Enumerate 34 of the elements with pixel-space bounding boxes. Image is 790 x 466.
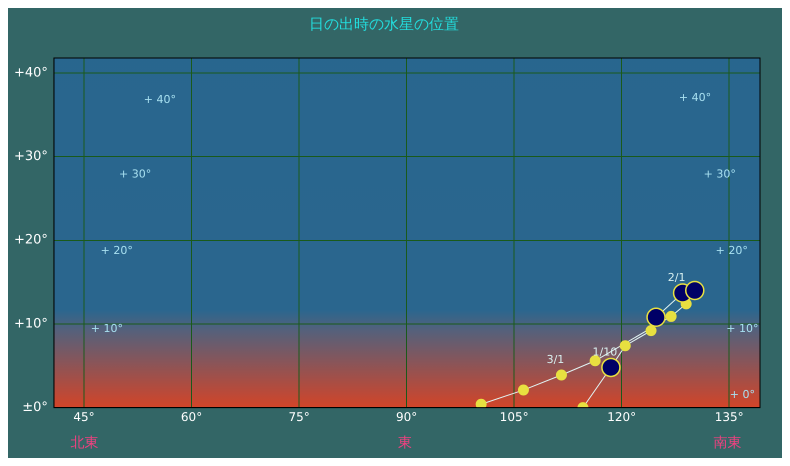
y-tick-label: ±0° — [22, 400, 48, 415]
annotation: 3/1 — [546, 352, 564, 366]
chart-title: 日の出時の水星の位置 — [309, 14, 459, 33]
x-tick-label: 135° — [714, 410, 744, 424]
annotation: + 20° — [100, 244, 133, 258]
point — [518, 384, 529, 396]
y-tick-label: +40° — [14, 65, 48, 80]
y-tick-label: +20° — [14, 232, 48, 248]
annotation: + 40° — [678, 91, 712, 104]
annotation: + 30° — [119, 167, 152, 180]
x-tick-label: 45° — [73, 410, 95, 424]
annotation: + 10° — [90, 322, 123, 335]
point — [620, 340, 631, 352]
x-tick-label: 60° — [180, 410, 202, 424]
text: 東 — [398, 435, 412, 452]
point — [666, 310, 677, 322]
point — [646, 308, 666, 328]
point — [590, 355, 601, 366]
point — [476, 398, 487, 408]
y-tick-label: +10° — [14, 316, 48, 332]
point — [556, 369, 567, 380]
y-tick-label: +30° — [14, 149, 48, 164]
x-tick-label: 120° — [607, 410, 636, 424]
x-tick-label: 105° — [500, 410, 529, 424]
annotation: + 40° — [144, 92, 176, 106]
x-tick-label: 75° — [288, 410, 310, 424]
annotation: + 0° — [730, 388, 755, 402]
text: 南東 — [714, 435, 742, 452]
x-tick-label: 90° — [396, 410, 418, 424]
text: 北東 — [70, 435, 98, 452]
annotation: 2/1 — [668, 270, 686, 284]
point — [646, 325, 657, 336]
point — [601, 358, 621, 378]
point — [685, 280, 705, 300]
